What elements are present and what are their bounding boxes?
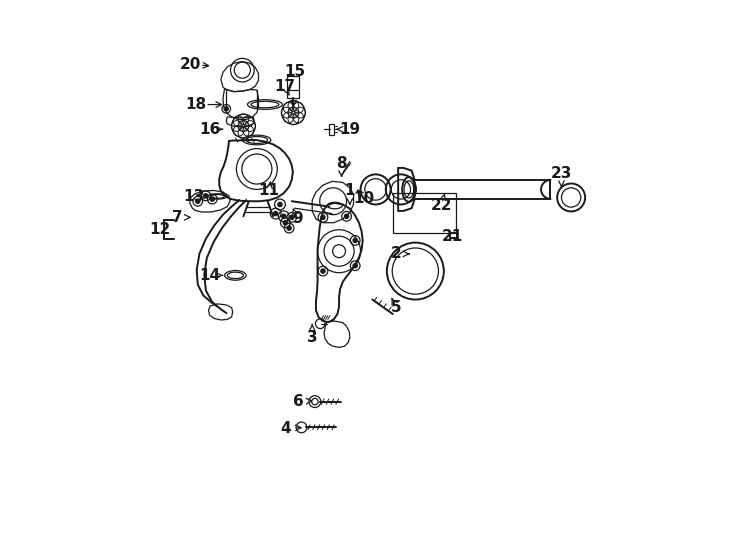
Text: 13: 13 [183, 189, 204, 204]
Text: 1: 1 [344, 183, 355, 198]
Text: 9: 9 [292, 212, 302, 226]
Circle shape [321, 215, 325, 219]
Text: 20: 20 [180, 57, 201, 72]
Text: 17: 17 [275, 79, 295, 94]
Text: 10: 10 [354, 191, 375, 206]
Text: 23: 23 [550, 166, 573, 181]
Text: 21: 21 [441, 228, 462, 244]
Text: 7: 7 [172, 210, 183, 225]
Bar [393, 193, 456, 233]
Bar [330, 124, 334, 134]
Circle shape [196, 199, 200, 204]
Text: 11: 11 [258, 183, 280, 198]
Text: 14: 14 [200, 268, 221, 283]
Text: 12: 12 [150, 222, 171, 237]
Text: 3: 3 [307, 329, 318, 345]
Circle shape [353, 238, 357, 242]
Circle shape [210, 197, 214, 201]
Text: 22: 22 [430, 198, 452, 213]
Circle shape [283, 220, 288, 225]
Text: 16: 16 [200, 122, 221, 137]
Circle shape [344, 214, 349, 218]
Circle shape [282, 214, 286, 218]
Circle shape [353, 264, 357, 268]
Circle shape [203, 194, 208, 198]
Text: 19: 19 [339, 122, 360, 137]
Circle shape [278, 202, 282, 207]
Text: 2: 2 [391, 246, 402, 261]
Text: 8: 8 [336, 156, 346, 171]
Circle shape [224, 107, 228, 111]
Circle shape [321, 269, 325, 273]
Text: 18: 18 [185, 97, 206, 112]
Circle shape [287, 226, 291, 230]
Text: 6: 6 [294, 394, 304, 409]
Text: 15: 15 [284, 64, 305, 79]
Circle shape [290, 215, 294, 219]
Bar [288, 76, 299, 98]
Text: 4: 4 [280, 421, 291, 436]
Text: 5: 5 [391, 300, 401, 315]
Circle shape [274, 212, 278, 216]
